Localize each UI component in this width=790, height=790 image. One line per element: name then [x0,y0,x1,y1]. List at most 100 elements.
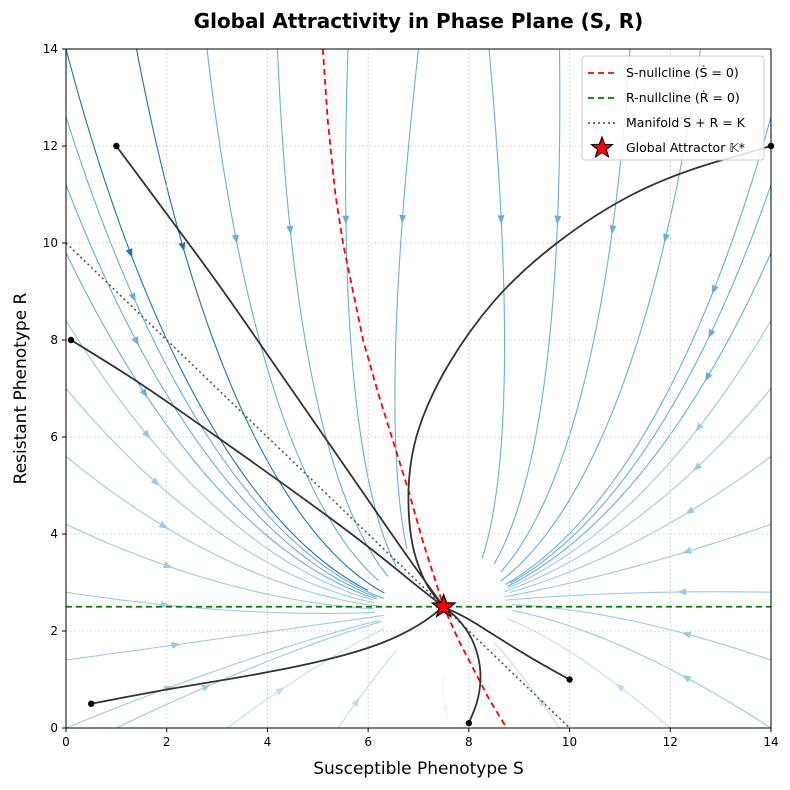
streamline [65,184,377,598]
y-tick-label: 0 [50,721,58,735]
stream-arrow [150,477,160,486]
y-tick-label: 12 [43,139,58,153]
plot-frame [65,48,772,729]
stream-arrow [286,225,294,235]
attractor-layer [430,593,457,618]
legend-box [581,55,765,161]
legend-label: Manifold S + R = K [626,115,746,130]
trajectory-start-point [566,676,573,683]
stream-arrow [609,225,617,235]
streamline [509,455,772,594]
streamline [276,48,389,577]
x-tick-label: 12 [663,735,678,749]
streamline [65,388,375,604]
x-tick-label: 4 [264,735,272,749]
stream-arrow [682,547,692,554]
stream-arrow [178,241,186,252]
streamline [509,184,772,584]
x-tick-label: 14 [763,735,778,749]
stream-arrow [712,284,719,295]
streamline [65,619,379,729]
trajectory-start-point [87,700,95,707]
streamlines [65,48,772,729]
legend: S-nullcline (Ṡ = 0) R-nullcline (Ṙ = 0) Ma… [581,55,765,161]
streamline [505,116,772,586]
streamline [65,48,369,592]
streamline [65,320,374,601]
streamline [394,48,420,550]
trajectory [443,606,482,724]
stream-arrow [162,561,173,569]
trajectory-start-point [67,336,75,344]
streamline [135,48,385,594]
stream-arrow [160,601,170,608]
x-tick-label: 6 [364,735,372,749]
series-line [65,242,571,729]
stream-arrow [158,521,169,529]
x-tick-label: 0 [62,735,70,749]
x-tick-label: 10 [562,735,577,749]
legend-label: S-nullcline (Ṡ = 0) [626,64,739,80]
streamline [493,641,560,729]
trajectory-start-point [113,142,120,150]
y-axis-label: Resistant Phenotype R [11,292,31,484]
series-layer [65,48,771,729]
stream-arrow [554,215,562,225]
stream-arrow [677,588,687,596]
y-tick-label: 14 [43,42,58,56]
streamline [493,48,561,565]
stream-arrow [351,697,360,707]
legend-label: Global Attractor 𝕂* [626,140,745,155]
streamline [507,618,671,729]
stream-arrow [693,462,703,472]
streamline [345,48,397,567]
streamline [337,649,397,729]
streamline [65,614,384,661]
stream-arrow [695,422,704,432]
stream-arrow [708,328,716,339]
trajectory [443,605,571,681]
x-axis-label: Susceptible Phenotype S [313,759,524,779]
stream-arrow [275,687,285,696]
streamline [65,116,384,599]
streamline [441,675,450,729]
trajectory [70,339,445,608]
streamline [508,320,772,589]
streamline [65,252,378,600]
y-tick-label: 6 [50,430,58,444]
y-tick-label: 4 [50,527,58,541]
stream-arrow [139,388,148,398]
stream-arrow [538,697,547,707]
stream-arrow [201,684,211,692]
stream-arrow [142,429,151,439]
stream-arrow [663,233,670,243]
legend-star-icon [590,135,614,159]
streamline [206,48,379,582]
streamline [226,628,385,729]
y-ticks: 0 2 4 6 8 10 12 14 [43,42,66,735]
stream-arrow [442,701,450,712]
streamline [505,591,772,601]
streamline [507,252,772,587]
stream-arrow [125,248,133,258]
stream-arrow [342,215,350,225]
trajectory [407,145,772,608]
stream-arrow [131,336,139,346]
stream-arrow [685,506,695,515]
streamline [504,388,772,592]
streamline [511,609,772,729]
stream-arrow [497,215,505,225]
x-tick-label: 8 [465,735,473,749]
y-tick-label: 10 [43,236,58,250]
stream-arrow [171,641,181,649]
series-line [321,48,508,729]
legend-label: R-nullcline (Ṙ = 0) [626,90,740,105]
stream-arrow [128,292,136,303]
stream-arrow [681,631,692,639]
attractor-star [430,593,457,618]
x-tick-label: 2 [163,735,171,749]
y-tick-label: 8 [50,333,58,347]
streamline [512,604,772,661]
y-tick-label: 2 [50,624,58,638]
